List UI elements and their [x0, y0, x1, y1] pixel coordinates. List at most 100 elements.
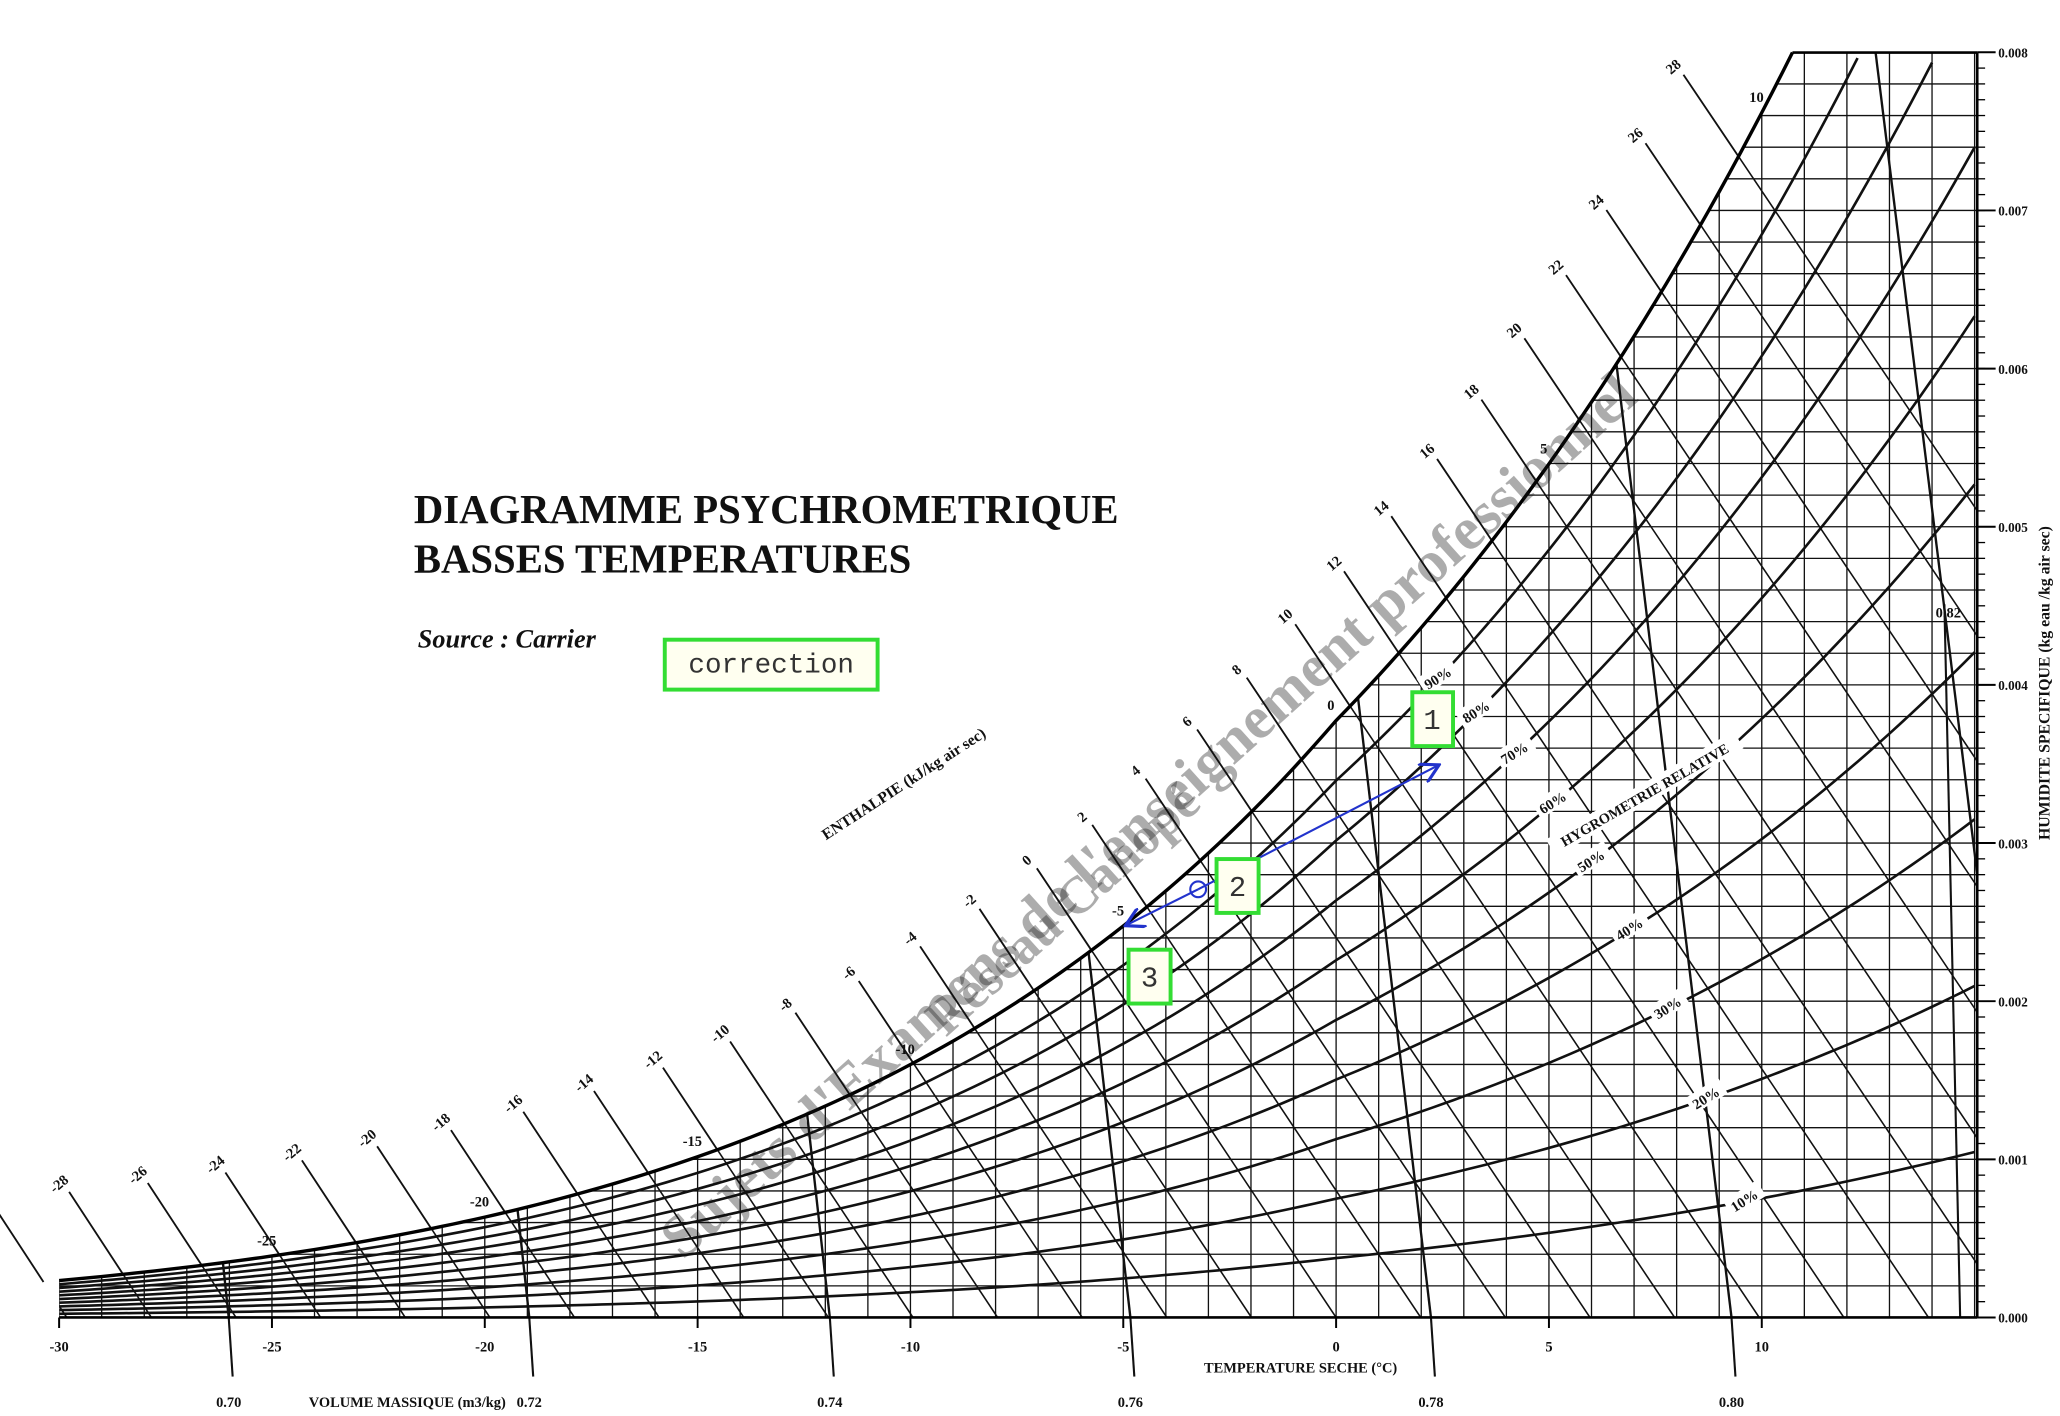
y-tick-label: 0.002	[1998, 994, 2028, 1009]
enthalpy-label: -12	[641, 1048, 666, 1073]
x-tick-label: -30	[49, 1340, 68, 1356]
enthalpy-label: 16	[1417, 441, 1438, 463]
volume-line	[95, 53, 229, 1318]
volume-title: VOLUME MASSIQUE (m3/kg)	[309, 1395, 506, 1411]
correction-label: correction	[688, 651, 854, 682]
saturation-temp-label: -20	[470, 1195, 489, 1211]
y-tick-label: 0.000	[1998, 1311, 2028, 1326]
y-tick-label: 0.007	[1998, 204, 2028, 219]
x-tick-label: -5	[1117, 1340, 1129, 1356]
enthalpy-label: 18	[1461, 381, 1482, 403]
enthalpy-label: -10	[708, 1022, 733, 1047]
chart-mesh	[43, 53, 2060, 1318]
enthalpy-extension	[69, 1192, 123, 1274]
volume-label: 0.74	[817, 1395, 842, 1411]
saturation-temp-label: -25	[257, 1233, 276, 1249]
x-tick-label: -20	[475, 1340, 494, 1356]
enthalpy-label: 0	[1019, 852, 1035, 869]
enthalpy-label: 26	[1625, 125, 1646, 147]
enthalpy-line	[1147, 907, 1421, 1318]
x-tick-label: -25	[262, 1340, 281, 1356]
enthalpy-label: -8	[776, 995, 796, 1015]
enthalpy-label: -24	[203, 1153, 228, 1178]
enthalpy-line	[1200, 861, 1505, 1318]
enthalpy-label: -14	[572, 1071, 597, 1096]
enthalpy-extension	[1683, 75, 1738, 157]
enthalpy-label: -2	[960, 891, 980, 911]
y-tick-label: 0.004	[1998, 678, 2028, 693]
volume-label: 0.72	[517, 1395, 542, 1411]
enthalpy-extension	[148, 1183, 202, 1265]
y-axis-title: HUMIDITE SPECIFIQUE (kg eau /kg air sec)	[2036, 526, 2053, 840]
enthalpy-line	[913, 1063, 1082, 1317]
enthalpy-label: 6	[1180, 714, 1196, 731]
title-line-2: BASSES TEMPERATURES	[414, 537, 911, 582]
enthalpy-label: 28	[1663, 57, 1684, 79]
volume-label: 0.78	[1418, 1395, 1443, 1411]
y-tick-label: 0.003	[1998, 836, 2028, 851]
saturation-temp-label: -5	[1112, 903, 1124, 919]
title-line-1: DIAGRAMME PSYCHROMETRIQUE	[414, 487, 1119, 532]
saturation-temp-label: -15	[683, 1134, 702, 1150]
enthalpy-extension	[1606, 210, 1661, 292]
enthalpy-extension	[523, 1112, 577, 1194]
enthalpy-line	[1621, 357, 2060, 1318]
enthalpy-line	[1399, 653, 1844, 1317]
enthalpy-line	[1739, 156, 2060, 1317]
enthalpy-label: 10	[1275, 606, 1296, 628]
x-tick-label: 5	[1545, 1340, 1552, 1356]
volume-tick	[1732, 1317, 1736, 1376]
rh-curve	[59, 58, 1857, 1284]
point-label: 2	[1229, 872, 1246, 905]
volume-label: 0.76	[1118, 1395, 1143, 1411]
source: Source : Carrier	[418, 625, 597, 654]
volume-tick	[1130, 1317, 1134, 1376]
enthalpy-label: -18	[429, 1110, 454, 1135]
x-tick-label: -10	[901, 1340, 920, 1356]
enthalpy-label: 24	[1586, 192, 1607, 214]
x-tick-label: 0	[1333, 1340, 1340, 1356]
enthalpy-extension	[1566, 275, 1621, 357]
psychrometric-chart: 10%20%30%40%50%60%70%80%90%0.700.720.740…	[0, 0, 2060, 1416]
volume-label: 0.82	[1936, 605, 1961, 621]
point-label: 1	[1423, 705, 1440, 738]
volume-tick	[229, 1317, 233, 1376]
enthalpy-label: -4	[901, 929, 921, 949]
enthalpy-extension	[302, 1160, 356, 1242]
volume-label: 0.70	[216, 1395, 241, 1411]
volume-line	[392, 53, 529, 1318]
volume-tick	[529, 1317, 533, 1376]
enthalpy-line	[578, 1194, 660, 1318]
x-tick-label: 10	[1755, 1340, 1769, 1356]
y-tick-label: 0.008	[1998, 46, 2028, 61]
enthalpy-label: -6	[839, 964, 859, 984]
enthalpy-label: 8	[1229, 662, 1245, 679]
enthalpy-extension	[377, 1146, 431, 1228]
enthalpy-title: ENTHALPIE (kJ/kg air sec)	[819, 725, 989, 844]
x-axis-title: TEMPERATURE SECHE (°C)	[1204, 1361, 1397, 1377]
enthalpy-label: 14	[1371, 498, 1392, 520]
enthalpy-line	[1034, 991, 1251, 1318]
rh-curve	[59, 147, 1974, 1291]
enthalpy-label: -16	[501, 1092, 526, 1117]
enthalpy-label: 22	[1546, 257, 1567, 279]
rh-title: HYGROMETRIE RELATIVE	[1558, 741, 1731, 850]
enthalpy-extension	[1646, 143, 1701, 225]
x-tick-label: -15	[688, 1340, 707, 1356]
enthalpy-label: 12	[1324, 553, 1345, 575]
volume-tick	[1431, 1317, 1435, 1376]
y-tick-label: 0.005	[1998, 520, 2028, 535]
enthalpy-label: -22	[280, 1141, 305, 1166]
point-label: 3	[1141, 962, 1158, 995]
volume-tick	[830, 1317, 834, 1376]
enthalpy-extension	[594, 1091, 648, 1173]
enthalpy-line	[1579, 420, 2060, 1317]
enthalpy-extension	[0, 1199, 43, 1281]
saturation-temp-label: 10	[1749, 90, 1763, 106]
y-tick-label: 0.001	[1998, 1153, 2028, 1168]
saturation-temp-label: 0	[1327, 698, 1334, 714]
volume-label: 0.80	[1719, 1395, 1744, 1411]
enthalpy-label: -28	[47, 1172, 72, 1197]
page: 10%20%30%40%50%60%70%80%90%0.700.720.740…	[0, 0, 2060, 1416]
